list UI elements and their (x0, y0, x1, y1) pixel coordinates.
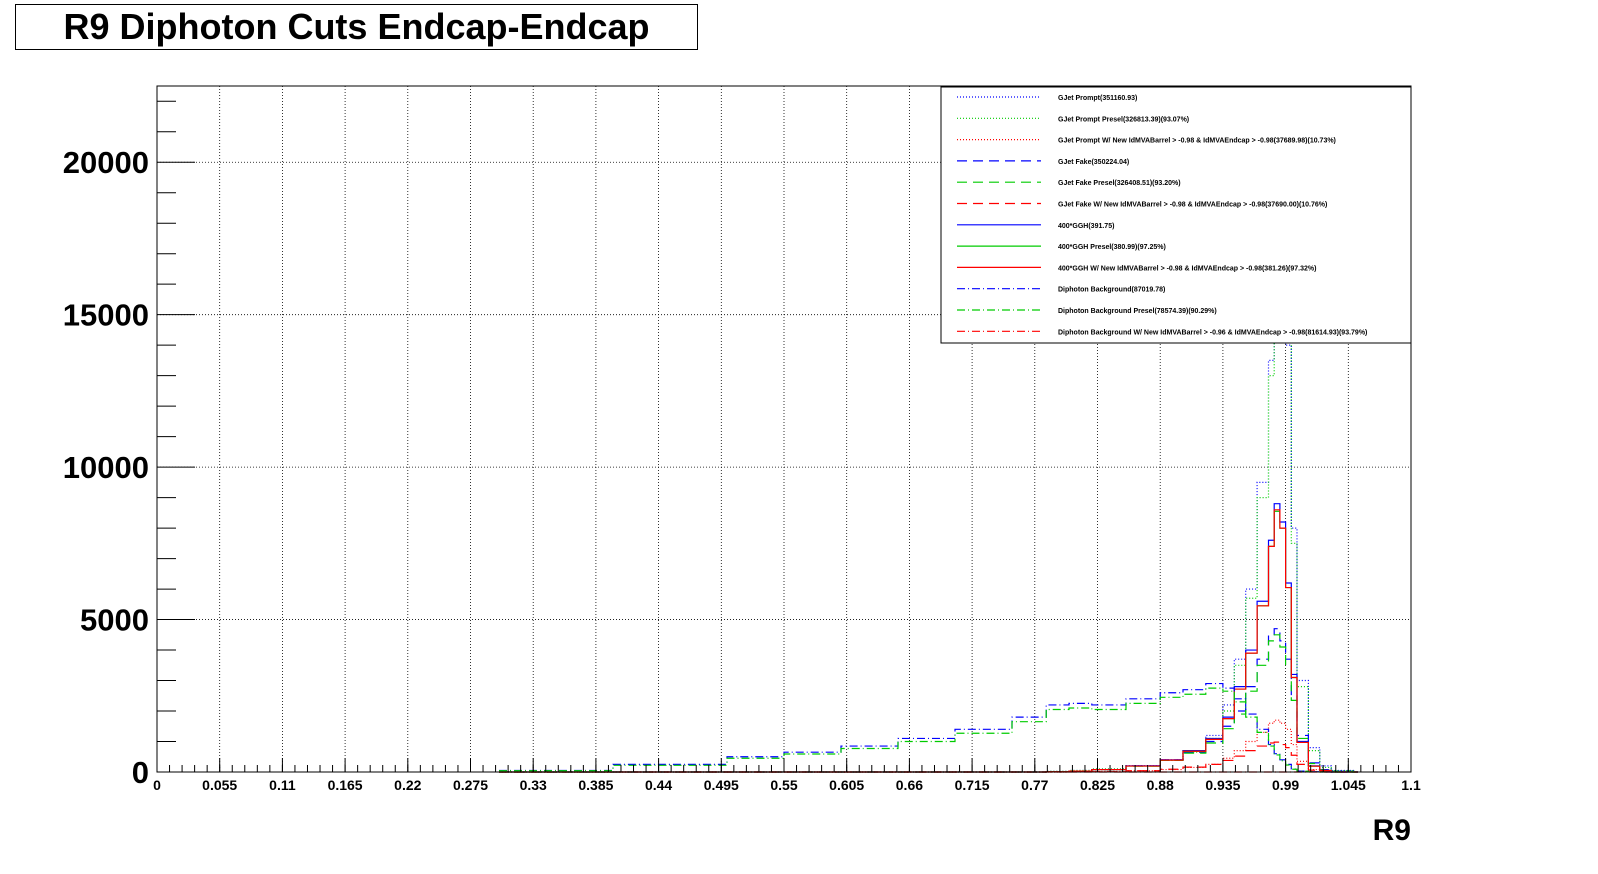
series-line-5 (499, 741, 1358, 773)
x-axis-label: R9 (1373, 814, 1411, 847)
x-tick-label: 0.11 (269, 777, 296, 793)
x-tick-label: 0.55 (770, 777, 797, 793)
legend-entry-label: Diphoton Background W/ New IdMVABarrel >… (1058, 329, 1367, 336)
series-line-9 (499, 682, 1358, 773)
x-tick-label: 0.715 (955, 777, 990, 793)
legend-entry-label: 400*GGH W/ New IdMVABarrel > -0.98 & IdM… (1058, 265, 1316, 272)
x-tick-label: 0 (153, 777, 161, 793)
legend-entry-label: Diphoton Background Presel(78574.39)(90.… (1058, 308, 1217, 315)
x-tick-label: 1.1 (1401, 777, 1421, 793)
legend-entry-label: GJet Fake(350224.04) (1058, 159, 1129, 166)
x-tick-label: 0.385 (578, 777, 613, 793)
x-tick-label: 0.22 (394, 777, 421, 793)
series-line-6 (499, 503, 1358, 773)
x-tick-label: 0.88 (1147, 777, 1174, 793)
x-tick-label: 0.275 (453, 777, 488, 793)
legend-entry-label: GJet Fake Presel(326408.51)(93.20%) (1058, 180, 1181, 187)
series-line-4 (499, 634, 1358, 773)
series-line-8 (499, 509, 1358, 773)
series-line-1 (499, 298, 1358, 773)
legend-entry-label: GJet Prompt W/ New IdMVABarrel > -0.98 &… (1058, 138, 1336, 145)
series-line-3 (499, 628, 1358, 773)
legend-entry-label: GJet Prompt(351160.93) (1058, 95, 1137, 102)
series-line-7 (499, 510, 1358, 773)
axes: 0 0.055 0.11 0.165 0.22 0.275 0.33 0.385 0.44 0.4… (63, 85, 1421, 847)
series-line-0 (499, 314, 1358, 773)
legend-entry-label: GJet Fake W/ New IdMVABarrel > -0.98 & I… (1058, 202, 1327, 209)
y-tick-label: 15000 (63, 298, 149, 333)
chart-title: R9 Diphoton Cuts Endcap-Endcap (15, 4, 698, 50)
x-tick-label: 0.66 (896, 777, 923, 793)
x-tick-label: 0.44 (645, 777, 672, 793)
series-line-10 (499, 687, 1358, 773)
legend-entry-label: GJet Prompt Presel(326813.39)(93.07%) (1058, 116, 1189, 123)
y-tick-label: 0 (132, 755, 149, 790)
x-tick-label: 0.495 (704, 777, 739, 793)
legend-box (940, 86, 1412, 344)
series-line-2 (499, 719, 1358, 773)
x-tick-label: 0.055 (202, 777, 237, 793)
x-tick-label: 0.99 (1272, 777, 1299, 793)
x-tick-label: 0.33 (520, 777, 547, 793)
legend: GJet Prompt(351160.93) GJet Prompt Presel… (940, 86, 1412, 344)
x-tick-label: 0.605 (829, 777, 864, 793)
x-tick-label: 0.825 (1080, 777, 1115, 793)
legend-entry-label: 400*GGH Presel(380.99)(97.25%) (1058, 244, 1166, 251)
legend-entry-label: Diphoton Background(87019.78) (1058, 287, 1165, 294)
x-tick-label: 0.935 (1205, 777, 1240, 793)
y-tick-label: 10000 (63, 450, 149, 485)
legend-entry-label: 400*GGH(391.75) (1058, 223, 1114, 230)
x-tick-label: 1.045 (1331, 777, 1366, 793)
y-tick-label: 5000 (80, 603, 149, 638)
y-tick-label: 20000 (63, 145, 149, 180)
series-group (499, 298, 1358, 773)
x-tick-label: 0.165 (328, 777, 363, 793)
x-tick-label: 0.77 (1021, 777, 1048, 793)
